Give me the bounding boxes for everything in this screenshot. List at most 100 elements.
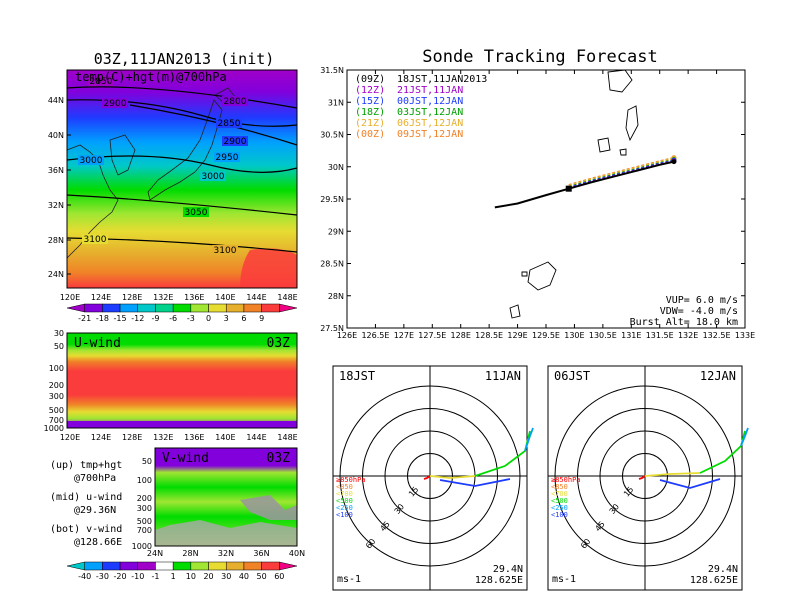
wind-colorbar-label: 20	[203, 572, 213, 581]
vdw-text: VDW= -4.0 m/s	[660, 306, 738, 317]
track-lat-label: 27.5N	[320, 324, 344, 333]
rose-time: 06JST	[554, 369, 590, 383]
uwind-p-label: 300	[49, 392, 64, 401]
svg-text:3000: 3000	[202, 172, 225, 182]
svg-text:2900: 2900	[104, 99, 127, 109]
rose-time: 18JST	[339, 369, 375, 383]
rose-level-label: <700	[336, 490, 353, 498]
vwind-lat-label: 28N	[182, 549, 198, 558]
uwind-lon-label: 148E	[277, 433, 297, 442]
colorbar-label: -3	[187, 314, 195, 323]
vwind-lat-label: 32N	[218, 549, 234, 558]
warm-region	[240, 248, 297, 288]
note-up-level: @700hPa	[74, 473, 116, 484]
track-lon-label: 130.5E	[589, 331, 617, 340]
rose-lat: 29.4N	[708, 564, 738, 575]
vwind-p-label: 50	[142, 457, 152, 466]
colorbar-swatch	[172, 303, 192, 313]
rose-level-label: <500	[336, 497, 353, 505]
colorbar-label: -9	[151, 314, 159, 323]
rose-level-label: <850	[336, 483, 353, 491]
track-launch-marker	[565, 185, 572, 192]
note-mid-loc: @29.36N	[74, 505, 116, 516]
wind-colorbar: -40 -30 -20 -10 -1 1 10 20 30 40 50 60	[66, 561, 298, 581]
map-frame	[66, 69, 298, 289]
contour-label: 2800	[222, 96, 248, 107]
track-legend-code: (00Z)	[355, 129, 385, 140]
rose-trace	[699, 430, 746, 474]
track-lon-label: 128E	[451, 331, 471, 340]
track-lat-label: 30.5N	[320, 131, 344, 140]
rose-trace	[423, 475, 431, 480]
rose-trace	[644, 472, 701, 477]
track-lat-label: 30N	[328, 163, 344, 172]
uwind-field	[67, 333, 297, 428]
wind-colorbar-label: 1	[171, 572, 176, 581]
wind-colorbar-swatch	[137, 561, 156, 571]
uwind-p-label: 30	[54, 329, 64, 338]
wind-colorbar-swatch	[279, 561, 298, 571]
uwind-p-label: 200	[49, 381, 64, 390]
contour-label: 3050	[183, 207, 209, 218]
uwind-p-label: 100	[49, 364, 64, 373]
rose-lon: 128.625E	[690, 575, 738, 586]
track-lon-label: 127.5E	[418, 331, 446, 340]
track-end-point	[671, 159, 677, 165]
map-lon-label: 124E	[91, 293, 111, 302]
vwind-label: V-wind	[162, 451, 209, 466]
track-lat-label: 28.5N	[320, 260, 344, 269]
coastline-china	[66, 144, 119, 259]
uwind-panel: U-wind 03Z	[66, 332, 298, 429]
uwind-lon-label: 140E	[215, 433, 235, 442]
colorbar-label: -18	[96, 314, 109, 323]
wind-colorbar-swatch	[208, 561, 227, 571]
rose-lon: 128.625E	[475, 575, 523, 586]
coastline-japan	[147, 99, 223, 201]
rose-trace	[524, 427, 534, 452]
wind-colorbar-swatch	[243, 561, 262, 571]
uwind-lon-label: 132E	[153, 433, 173, 442]
track-legend-time: 06JST,12JAN	[397, 118, 463, 129]
wind-colorbar-label: -30	[96, 572, 109, 581]
colorbar-swatch	[279, 303, 298, 313]
rose-trace	[659, 478, 721, 489]
svg-text:2950: 2950	[216, 153, 239, 163]
tracking-coastlines	[509, 69, 639, 319]
svg-text:3100: 3100	[214, 246, 237, 256]
wind-colorbar-label: 30	[221, 572, 231, 581]
rose-trace	[740, 427, 749, 447]
rose-trace	[429, 475, 476, 479]
contour-label: 3100	[82, 234, 108, 245]
vwind-lat-labels: 24N 28N 32N 36N 40N	[147, 549, 305, 558]
svg-text:2850: 2850	[218, 119, 241, 129]
map-lon-label: 136E	[184, 293, 204, 302]
colorbar-label: 0	[206, 314, 211, 323]
tracking-frame	[346, 69, 746, 329]
legend-notes: (up) tmp+hgt @700hPa (mid) u-wind @29.36…	[50, 460, 122, 548]
wind-colorbar-swatch	[172, 561, 192, 571]
track-lat-label: 29N	[328, 227, 344, 236]
vwind-p-label: 700	[137, 526, 152, 535]
svg-text:2850: 2850	[90, 77, 113, 87]
uwind-lon-labels: 120E 124E 128E 132E 136E 140E 144E 148E	[60, 433, 298, 442]
colorbar-label: -21	[78, 314, 91, 323]
map-lat-label: 28N	[48, 236, 64, 245]
temperature-map: 2850 2900 2800 2850 2900 3000 2950 3000 …	[66, 69, 298, 289]
colorbar-swatch	[190, 303, 209, 313]
map-lon-label: 132E	[153, 293, 173, 302]
track-lon-label: 126E	[337, 331, 357, 340]
track-lon-label: 128.5E	[475, 331, 503, 340]
track-lon-label: 126.5E	[361, 331, 389, 340]
track-legend-code: (12Z)	[355, 85, 385, 96]
wind-colorbar-swatch	[119, 561, 139, 571]
uwind-lon-label: 144E	[246, 433, 266, 442]
contour-label: 3000	[78, 155, 104, 166]
map-lon-label: 148E	[277, 293, 297, 302]
colorbar-swatch	[102, 303, 121, 313]
contour-label: 2950	[214, 152, 240, 163]
uwind-p-label: 1000	[44, 424, 64, 433]
track-legend-code: (09Z)	[355, 74, 385, 85]
map-lat-label: 32N	[48, 201, 64, 210]
